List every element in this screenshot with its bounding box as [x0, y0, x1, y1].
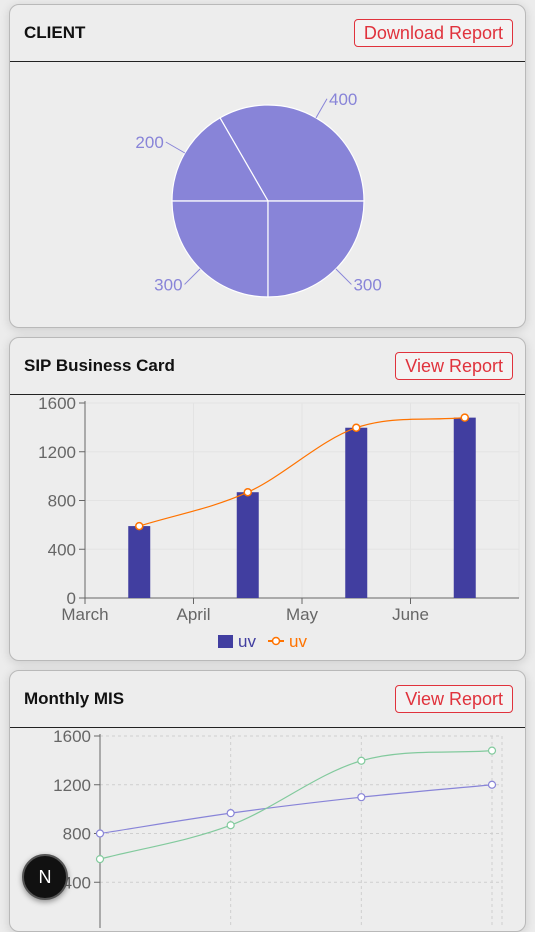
client-card-header: CLIENT Download Report [10, 5, 525, 62]
sip-line-point [135, 521, 144, 531]
pie-slice [171, 200, 269, 298]
mis-line-point [357, 793, 366, 802]
y-tick-label: 1200 [53, 776, 91, 795]
mis-line-chart: 400 800 1200 1600 [53, 728, 503, 928]
sip-bar [236, 492, 259, 598]
client-card: CLIENT Download Report 400 200 300 300 [9, 4, 526, 328]
y-tick-label: 400 [48, 540, 76, 559]
sip-line-point [460, 413, 469, 422]
sip-business-card: SIP Business Card View Report 0 400 800 120… [9, 337, 526, 661]
mis-line-point [95, 829, 105, 838]
y-tick-label: 800 [63, 825, 91, 844]
y-tick-label: 1600 [38, 395, 76, 413]
sip-bar [345, 427, 368, 598]
next-dev-tools-button[interactable]: N [22, 854, 68, 900]
sip-line-point [352, 423, 361, 432]
y-tick-label: 400 [63, 873, 91, 892]
sip-card-header: SIP Business Card View Report [10, 338, 525, 395]
mis-line [99, 750, 493, 860]
monthly-mis-card: Monthly MIS View Report 400 800 1200 1600 [9, 670, 526, 932]
legend-bar-swatch [218, 635, 233, 648]
sip-line [139, 417, 465, 527]
mis-card-header: Monthly MIS View Report [10, 671, 525, 728]
mis-line-point [226, 821, 235, 830]
mis-view-report-button[interactable]: View Report [395, 685, 513, 713]
client-pie-chart: 400 200 300 300 [135, 90, 382, 298]
legend-line-label: uv [289, 632, 307, 651]
pie-slice-label: 200 [135, 133, 163, 152]
pie-slice-label: 300 [154, 275, 182, 294]
sip-card-title: SIP Business Card [24, 356, 175, 375]
sip-composed-chart: 0 400 800 1200 1600 March April May June uv uv [38, 395, 520, 651]
pie-slice-label: 300 [353, 275, 381, 294]
sip-bar [453, 417, 476, 598]
y-tick-label: 800 [48, 492, 76, 511]
pie-slice [171, 117, 270, 202]
mis-line-point [357, 756, 366, 765]
mis-line-point [487, 746, 497, 755]
mis-line-point [487, 780, 497, 789]
x-tick-label: May [286, 605, 319, 624]
mis-line-point [95, 854, 105, 864]
pie-slice-label: 400 [329, 90, 357, 109]
pie-slice [267, 200, 365, 298]
pie-label-line [165, 141, 186, 154]
pie-label-line [315, 98, 328, 119]
sip-line-point [243, 487, 252, 497]
x-tick-label: April [176, 605, 210, 624]
mis-card-title: Monthly MIS [24, 689, 125, 708]
y-tick-label: 0 [67, 589, 76, 608]
sip-view-report-button[interactable]: View Report [395, 352, 513, 380]
client-card-title: CLIENT [24, 23, 86, 42]
pie-label-line [184, 268, 201, 285]
x-tick-label: March [61, 605, 108, 624]
pie-label-line [335, 268, 352, 285]
pie-slice [219, 104, 365, 202]
mis-line-point [226, 809, 235, 818]
legend-bar-label: uv [238, 632, 256, 651]
y-tick-label: 1200 [38, 443, 76, 462]
y-tick-label: 1600 [53, 728, 91, 746]
mis-line [99, 784, 493, 835]
download-report-button[interactable]: Download Report [353, 19, 513, 47]
x-tick-label: June [392, 605, 429, 624]
legend-line-marker [271, 636, 281, 646]
sip-bar [128, 526, 151, 598]
